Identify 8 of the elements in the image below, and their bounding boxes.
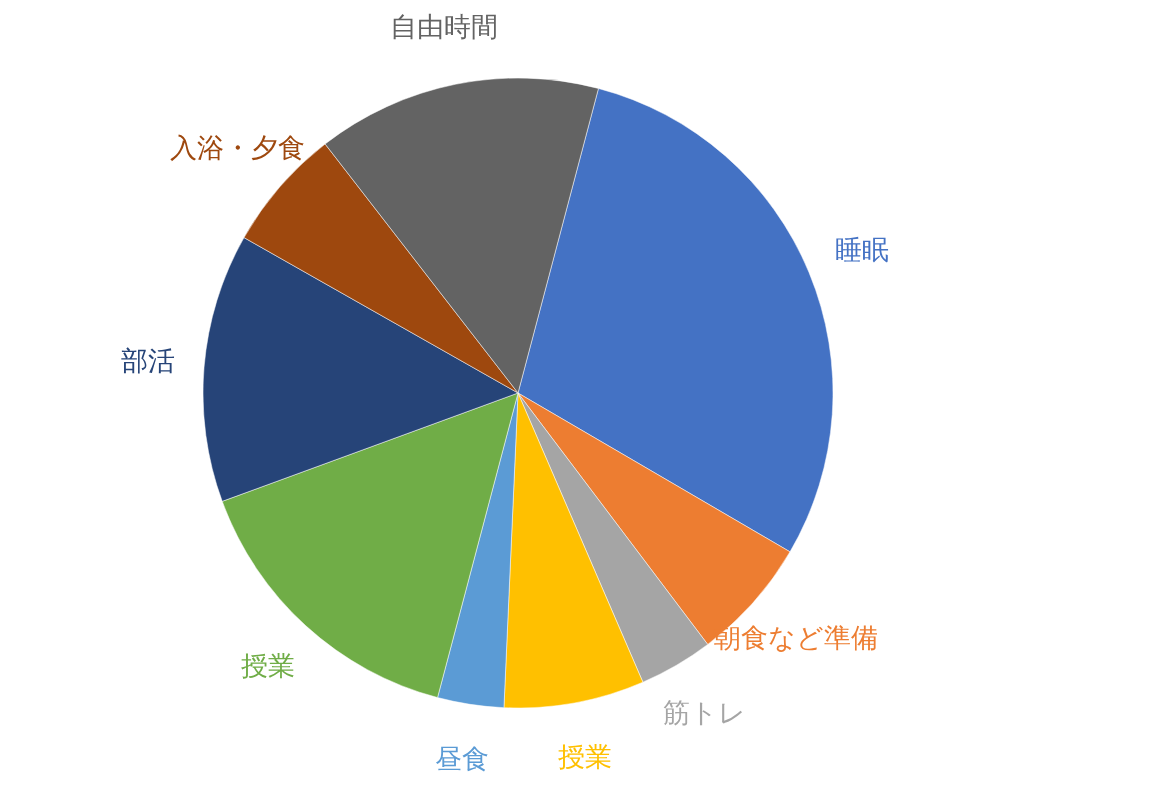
slice-label: 昼食: [434, 742, 489, 774]
slice-label: 授業: [558, 741, 613, 773]
slice-label: 授業: [240, 650, 295, 682]
slice-label: 自由時間: [390, 11, 499, 43]
slice-label: 筋トレ: [663, 696, 747, 728]
slice-label: 部活: [120, 344, 175, 376]
slice-label: 入浴・夕食: [169, 132, 305, 164]
slice-label: 睡眠: [834, 233, 889, 265]
